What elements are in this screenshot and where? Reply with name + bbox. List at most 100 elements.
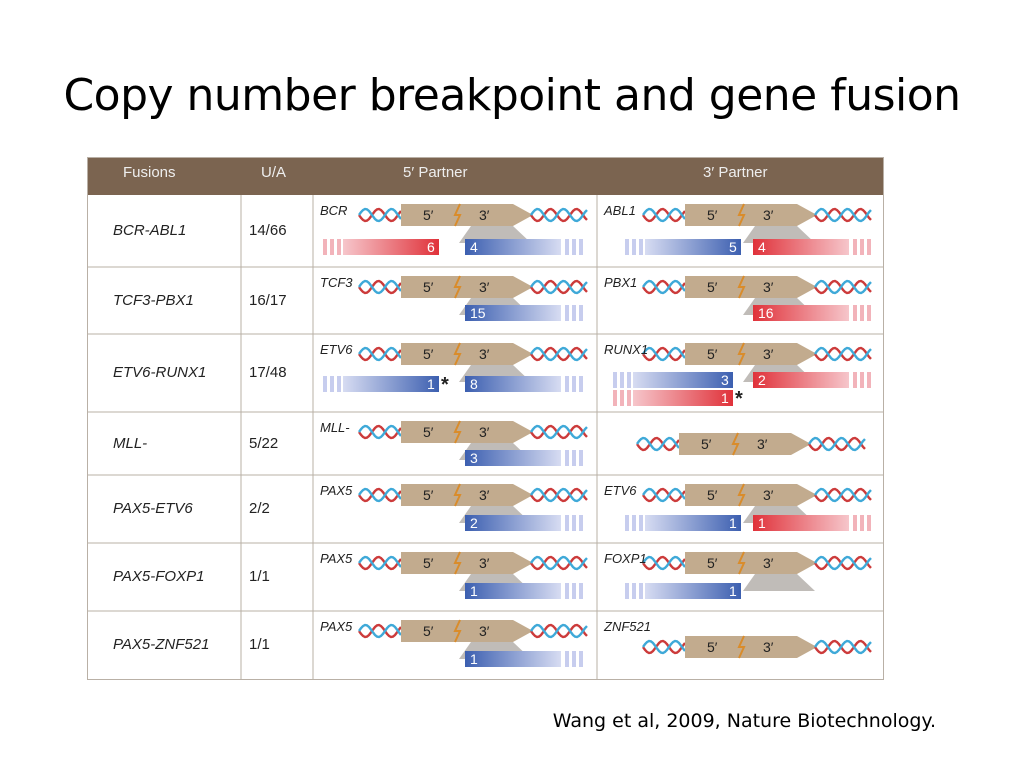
segment-stripe (632, 239, 636, 255)
helix-strand-red (358, 279, 402, 295)
helix-strand-red (530, 279, 588, 295)
segment-3-left-second: 1 (613, 390, 733, 406)
arrow-label-5: 5′ (423, 424, 434, 440)
segment-stripe (579, 305, 583, 321)
segment-count: 4 (470, 239, 478, 255)
ua-count: 1/1 (249, 636, 270, 653)
helix-strand-blue (814, 639, 872, 655)
segment-stripe (323, 239, 327, 255)
helix-strand-red (814, 487, 872, 503)
breakpoint-mark (737, 551, 746, 575)
segment-stripe (625, 515, 629, 531)
segment-count: 1 (729, 583, 737, 599)
segment-bar (753, 372, 849, 388)
three-gene-label: ETV6 (604, 483, 637, 498)
gene-arrow-3: 5′ 3′ (685, 342, 817, 366)
segment-stripe (579, 515, 583, 531)
segment-stripe (572, 376, 576, 392)
segment-stripe (639, 583, 643, 599)
segment-count: 8 (470, 376, 478, 392)
slide-title: Copy number breakpoint and gene fusion (63, 70, 961, 121)
segment-bar (465, 376, 561, 392)
five-gene-label: BCR (320, 203, 348, 218)
five-gene-label: ETV6 (320, 342, 353, 357)
segment-3-left: 1 (625, 583, 741, 599)
segment-stripe (627, 372, 631, 388)
segment-stripe (579, 239, 583, 255)
five-gene-label: PAX5 (320, 551, 353, 566)
segment-stripe (625, 583, 629, 599)
helix-5-left (358, 279, 402, 295)
segment-stripe (853, 372, 857, 388)
segment-count: 2 (758, 372, 766, 388)
gene-arrow-body (685, 204, 817, 226)
segment-stripe (860, 372, 864, 388)
gene-arrow-body (401, 552, 533, 574)
gene-arrow-body (401, 276, 533, 298)
gene-arrow-3: 5′ 3′ (685, 483, 817, 507)
segment-count: 3 (721, 372, 729, 388)
helix-strand-blue (814, 279, 872, 295)
breakpoint-mark (737, 635, 746, 659)
gene-arrow-5: 5′ 3′ (401, 203, 533, 227)
segment-stripe (853, 305, 857, 321)
segment-stripe (639, 239, 643, 255)
header-bar (87, 157, 884, 195)
arrow-label-3: 3′ (763, 487, 774, 503)
segment-bar (465, 651, 561, 667)
helix-strand-blue (642, 279, 686, 295)
helix-5-left (358, 623, 402, 639)
segment-count: 6 (427, 239, 435, 255)
helix-strand-red (814, 555, 872, 571)
helix-strand-red (530, 346, 588, 362)
three-gene-label: FOXP1 (604, 551, 647, 566)
fusion-shadow-3 (743, 226, 815, 243)
segment-count: 3 (470, 450, 478, 466)
segment-bar (633, 390, 733, 406)
segment-stripe (579, 450, 583, 466)
gene-arrow-body (685, 636, 817, 658)
arrow-label-5: 5′ (707, 207, 718, 223)
helix-3-left (642, 487, 686, 503)
segment-bar (343, 376, 439, 392)
segment-bar (343, 239, 439, 255)
fusion-name: ETV6-RUNX1 (113, 364, 207, 381)
helix-5-left (358, 555, 402, 571)
helix-strand-blue (358, 424, 402, 440)
segment-stripe (613, 390, 617, 406)
helix-5-right (530, 279, 588, 295)
arrow-label-3: 3′ (479, 424, 490, 440)
three-gene-label: RUNX1 (604, 342, 649, 357)
ua-count: 2/2 (249, 500, 270, 517)
fusion-shadow-3 (743, 574, 815, 591)
segment-count: 15 (470, 305, 486, 321)
asterisk-3: * (735, 388, 743, 410)
helix-strand-red (530, 207, 588, 223)
ua-count: 17/48 (249, 364, 287, 381)
segment-stripe (337, 376, 341, 392)
helix-strand-red (642, 639, 686, 655)
segment-stripe (860, 305, 864, 321)
header-5-partner: 5′ Partner (403, 164, 468, 181)
breakpoint-mark (453, 619, 462, 643)
arrow-label-5: 5′ (423, 279, 434, 295)
gene-arrow-3: 5′ 3′ (685, 635, 817, 659)
helix-strand-blue (530, 555, 588, 571)
citation: Wang et al, 2009, Nature Biotechnology. (552, 710, 936, 732)
gene-arrow-5: 5′ 3′ (401, 483, 533, 507)
ua-count: 1/1 (249, 568, 270, 585)
fusion-figure: 5′ 3′ 5′ 3′ 5′ 3′ 5′ 3′ 5′ 3′ 5′ 3′ 5′ 3′ 5′ 3′ 5′ 3′ 5′ 3′… (87, 157, 884, 681)
segment-stripe (579, 376, 583, 392)
helix-strand-red (358, 487, 402, 503)
helix-strand-red (530, 623, 588, 639)
arrow-label-5: 5′ (701, 436, 712, 452)
gene-arrow-body (401, 484, 533, 506)
helix-3-left (642, 207, 686, 223)
segment-stripe (579, 583, 583, 599)
segment-stripe (867, 372, 871, 388)
helix-strand-red (358, 555, 402, 571)
segment-bar (753, 515, 849, 531)
helix-strand-red (530, 487, 588, 503)
segment-count: 1 (758, 515, 766, 531)
segment-bar (645, 515, 741, 531)
